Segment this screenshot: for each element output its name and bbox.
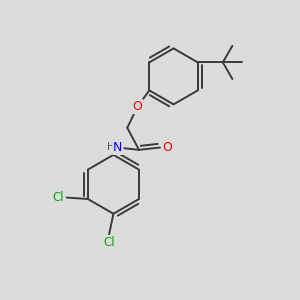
Text: Cl: Cl [53, 191, 64, 204]
Text: Cl: Cl [103, 236, 115, 249]
Text: O: O [133, 100, 142, 113]
Text: N: N [113, 141, 122, 154]
Text: H: H [106, 142, 114, 152]
Text: O: O [162, 141, 172, 154]
